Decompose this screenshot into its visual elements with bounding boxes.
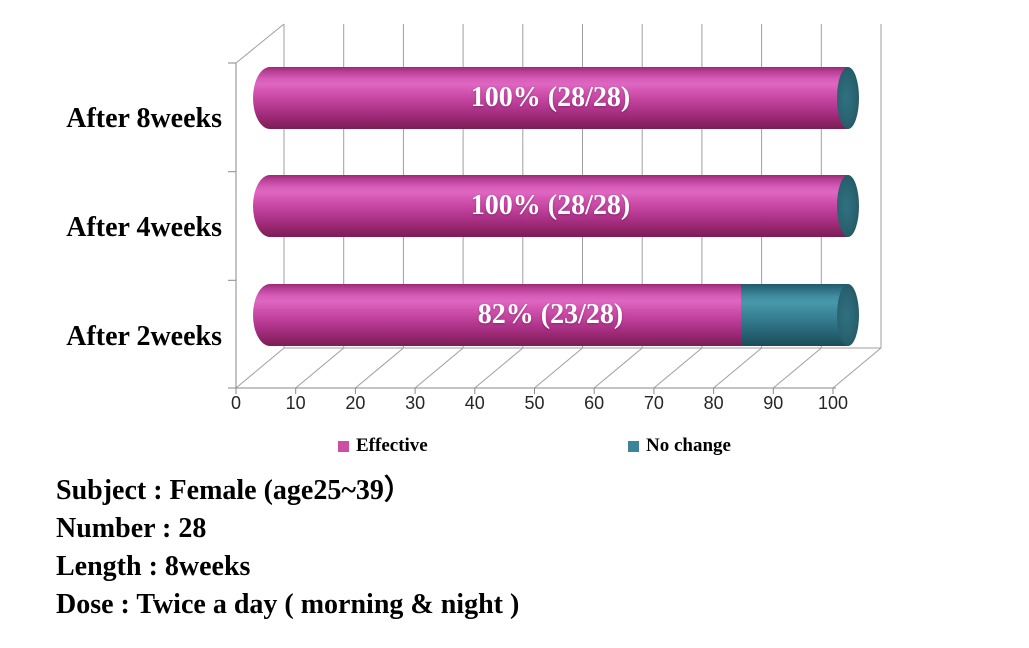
- info-line-length: Length : 8weeks: [56, 551, 251, 582]
- legend-item-no-change: No change: [628, 435, 731, 457]
- legend-swatch-effective: [338, 441, 349, 452]
- bar-segment-effective-after-4weeks: [253, 175, 848, 237]
- bar-segment-no-change-after-2weeks: [740, 284, 848, 346]
- floor-diagonal-20: [355, 347, 404, 389]
- x-tick-label-60: 60: [584, 393, 604, 413]
- floor-diagonal-30: [414, 347, 464, 389]
- floor-diagonal-80: [713, 347, 762, 389]
- x-tick-label-20: 20: [345, 393, 365, 413]
- category-label-after-8weeks: After 8weeks: [66, 103, 222, 134]
- bar-end-cap-after-4weeks: [837, 175, 859, 237]
- floor-diagonal-50: [534, 347, 583, 389]
- bar-segment-effective-after-8weeks: [253, 67, 848, 129]
- info-line-number: Number : 28: [56, 513, 207, 544]
- x-tick-label-10: 10: [286, 393, 306, 413]
- bar-value-label-after-2weeks: 82% (23/28): [477, 299, 624, 330]
- x-tick-label-100: 100: [818, 393, 848, 413]
- x-tick-label-80: 80: [704, 393, 724, 413]
- floor-diagonal-40: [474, 347, 524, 389]
- effectiveness-bar-chart: 0 10 20 30 40 50 60 70 80 90 100 After 8weeks After …: [66, 23, 882, 457]
- bar-segment-effective-after-2weeks: [253, 284, 741, 346]
- bar-value-label-after-8weeks: 100% (28/28): [470, 82, 631, 113]
- bar-value-label-after-4weeks: 100% (28/28): [470, 190, 631, 221]
- category-label-after-2weeks: After 2weeks: [66, 321, 222, 352]
- bar-end-cap-after-8weeks: [837, 67, 859, 129]
- x-tick-label-70: 70: [644, 393, 664, 413]
- info-line-subject: Subject : Female (age25~39）: [56, 475, 412, 506]
- floor-diagonal-90: [772, 347, 822, 389]
- info-line-dose: Dose : Twice a day ( morning & night ): [56, 589, 520, 620]
- x-tick-label-90: 90: [763, 393, 783, 413]
- floor-diagonal-70: [653, 347, 703, 389]
- x-tick-label-50: 50: [524, 393, 544, 413]
- category-label-after-4weeks: After 4weeks: [66, 212, 222, 243]
- floor-diagonal-10: [295, 347, 345, 389]
- legend-label-no-change: No change: [646, 435, 731, 456]
- depth-edge-top-left: [235, 23, 285, 64]
- floor-diagonal-60: [593, 347, 643, 389]
- legend-label-effective: Effective: [356, 435, 428, 456]
- x-tick-label-0: 0: [231, 393, 241, 413]
- floor-diagonal-0: [235, 347, 285, 389]
- x-tick-label-40: 40: [465, 393, 485, 413]
- study-info: Subject : Female (age25~39） Number : 28 …: [56, 472, 519, 624]
- legend-swatch-no-change: [628, 441, 639, 452]
- bar-end-cap-after-2weeks: [837, 284, 859, 346]
- legend-item-effective: Effective: [338, 435, 428, 457]
- x-tick-label-30: 30: [405, 393, 425, 413]
- floor-diagonal-100: [832, 347, 882, 389]
